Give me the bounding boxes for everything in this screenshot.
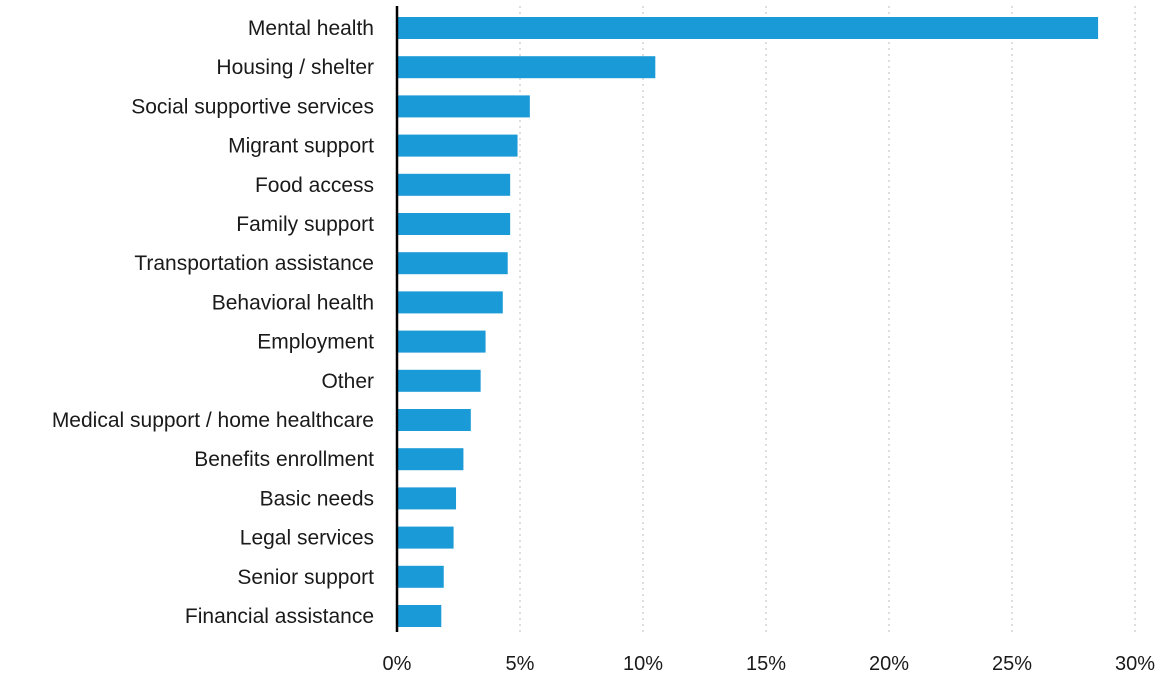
x-tick-label: 20%	[869, 653, 909, 675]
category-label: Basic needs	[260, 487, 374, 510]
bar	[397, 95, 530, 118]
x-tick-labels: 0% 5% 10% 15% 20% 25% 30%	[383, 653, 1156, 675]
category-label: Transportation assistance	[134, 252, 374, 275]
bar	[397, 173, 511, 196]
bar	[397, 605, 442, 627]
bar	[397, 252, 508, 275]
bar	[397, 487, 457, 510]
bars	[397, 17, 1099, 627]
category-label: Behavioral health	[212, 291, 374, 314]
bar	[397, 448, 464, 471]
category-label: Financial assistance	[185, 605, 374, 628]
gridlines	[519, 6, 1136, 632]
bar	[397, 17, 1099, 39]
bar	[397, 565, 444, 588]
category-label: Other	[321, 370, 374, 393]
x-tick-label: 25%	[992, 653, 1032, 675]
bar	[397, 526, 454, 549]
category-label: Senior support	[237, 566, 374, 589]
category-labels: Mental health Housing / shelter Social sup…	[52, 17, 374, 628]
category-label: Migrant support	[228, 135, 374, 158]
category-label: Food access	[255, 174, 374, 197]
category-label: Family support	[236, 213, 374, 236]
category-label: Housing / shelter	[216, 56, 374, 79]
bar	[397, 369, 481, 392]
category-label: Legal services	[240, 527, 374, 550]
category-label: Benefits enrollment	[194, 448, 374, 471]
category-label: Mental health	[248, 17, 374, 40]
category-label: Employment	[257, 331, 374, 354]
bar	[397, 409, 471, 431]
bar	[397, 330, 486, 353]
x-tick-label: 5%	[506, 653, 535, 675]
x-tick-label: 10%	[623, 653, 663, 675]
bar	[397, 134, 518, 157]
category-label: Social supportive services	[131, 95, 374, 118]
bar	[397, 291, 503, 314]
x-tick-label: 0%	[383, 653, 412, 675]
category-label: Medical support / home healthcare	[52, 409, 374, 432]
bar	[397, 213, 511, 235]
bar	[397, 56, 656, 79]
x-tick-label: 30%	[1115, 653, 1155, 675]
x-tick-label: 15%	[746, 653, 786, 675]
